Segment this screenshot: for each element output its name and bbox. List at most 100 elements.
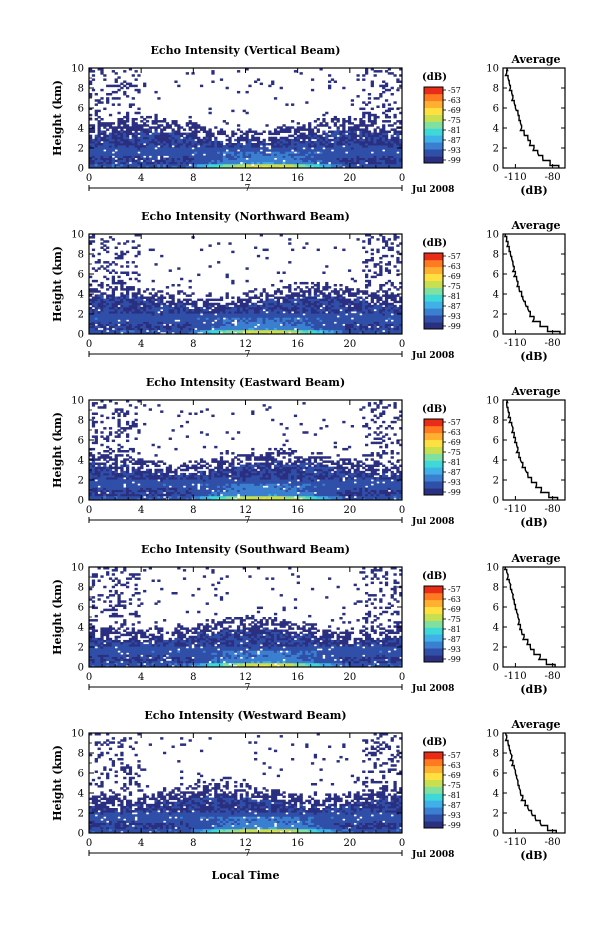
x-tick-label: 0 (86, 173, 92, 184)
heatmap-cell (382, 327, 386, 331)
heatmap-cell (279, 157, 283, 161)
heatmap-cell (120, 161, 124, 165)
heatmap-cell (123, 242, 127, 245)
heatmap-cell (188, 279, 192, 283)
heatmap-cell (103, 437, 107, 440)
heatmap-cell (370, 256, 374, 260)
heatmap-cell (285, 309, 289, 312)
heatmap-cell (89, 315, 93, 318)
heatmap-cell (248, 311, 252, 314)
heatmap-cell (165, 132, 170, 136)
heatmap-cell (367, 151, 372, 154)
heatmap-cell (123, 163, 127, 167)
heatmap-cell (123, 70, 127, 73)
heatmap-cell (165, 151, 170, 154)
heatmap-cell (91, 88, 96, 92)
heatmap-cell (120, 325, 124, 329)
heatmap-cell (305, 298, 309, 302)
heatmap-cell (108, 124, 113, 127)
heatmap-cell (106, 483, 110, 486)
heatmap-cell (234, 309, 238, 312)
heatmap-cell (268, 300, 272, 304)
heatmap-cell (288, 134, 292, 138)
heatmap-cell (390, 134, 394, 138)
heatmap-cell (188, 128, 192, 131)
heatmap-cell (103, 406, 107, 409)
heatmap-cell (100, 72, 104, 75)
heatmap-cell (89, 497, 93, 500)
heatmap-cell (145, 315, 150, 318)
heatmap-cell (103, 487, 107, 490)
heatmap-cell (296, 155, 300, 158)
heatmap-cell (242, 325, 246, 329)
heatmap-cell (162, 321, 167, 324)
heatmap-cell (347, 155, 352, 158)
heatmap-cell (370, 159, 374, 163)
heatmap-cell (100, 281, 104, 285)
heatmap-cell (165, 126, 170, 129)
heatmap-cell (165, 304, 170, 308)
heatmap-cell (299, 132, 303, 136)
heatmap-cell (106, 151, 110, 154)
heatmap-cell (177, 329, 181, 333)
heatmap-cell (177, 165, 181, 168)
heatmap-cell (322, 315, 326, 318)
heatmap-cell (100, 145, 104, 148)
heatmap-cell (313, 134, 318, 138)
heatmap-cell (322, 157, 326, 161)
heatmap-cell (242, 319, 246, 322)
heatmap-cell (305, 242, 309, 245)
heatmap-cell (202, 130, 207, 133)
heatmap-cell (325, 286, 329, 289)
heatmap-cell (345, 288, 349, 291)
heatmap-cell (117, 165, 121, 168)
heatmap-cell (217, 323, 221, 327)
heatmap-cell (313, 290, 318, 293)
heatmap-cell (296, 298, 300, 302)
heatmap-cell (177, 325, 181, 329)
heatmap-cell (322, 271, 326, 274)
heatmap-cell (117, 122, 121, 125)
heatmap-cell (396, 306, 400, 310)
heatmap-cell (134, 153, 138, 156)
echo-heatmap (89, 400, 402, 500)
heatmap-cell (123, 136, 127, 140)
heatmap-cell (125, 323, 130, 327)
heatmap-cell (342, 321, 346, 324)
heatmap-cell (276, 302, 281, 306)
heatmap-cell (108, 147, 113, 150)
heatmap-cell (379, 256, 383, 260)
heatmap-cell (248, 319, 252, 322)
heatmap-cell (350, 126, 355, 129)
heatmap-cell (177, 284, 181, 287)
heatmap-cell (302, 132, 306, 136)
heatmap-cell (370, 331, 374, 334)
heatmap-cell (285, 138, 289, 142)
heatmap-cell (248, 155, 252, 158)
heatmap-cell (268, 165, 272, 168)
heatmap-cell (154, 304, 158, 308)
average-y-tick-label: 6 (493, 104, 499, 115)
heatmap-cell (120, 329, 124, 333)
heatmap-cell (137, 234, 141, 237)
heatmap-cell (145, 304, 150, 308)
heatmap-cell (199, 145, 204, 148)
heatmap-cell (393, 329, 397, 333)
heatmap-cell (282, 145, 286, 148)
heatmap-cell (333, 140, 337, 144)
heatmap-cell (302, 155, 306, 158)
heatmap-cell (108, 145, 113, 148)
heatmap-cell (157, 97, 161, 100)
heatmap-cell (185, 298, 189, 302)
heatmap-cell (393, 149, 397, 152)
heatmap-cell (91, 493, 96, 497)
heatmap-cell (123, 325, 127, 329)
heatmap-cell (328, 306, 332, 310)
heatmap-cell (131, 134, 135, 138)
heatmap-cell (319, 153, 323, 156)
heatmap-cell (168, 325, 172, 329)
heatmap-cell (236, 153, 241, 156)
heatmap-cell (356, 331, 360, 334)
heatmap-cell (191, 302, 195, 306)
heatmap-cell (91, 159, 96, 163)
